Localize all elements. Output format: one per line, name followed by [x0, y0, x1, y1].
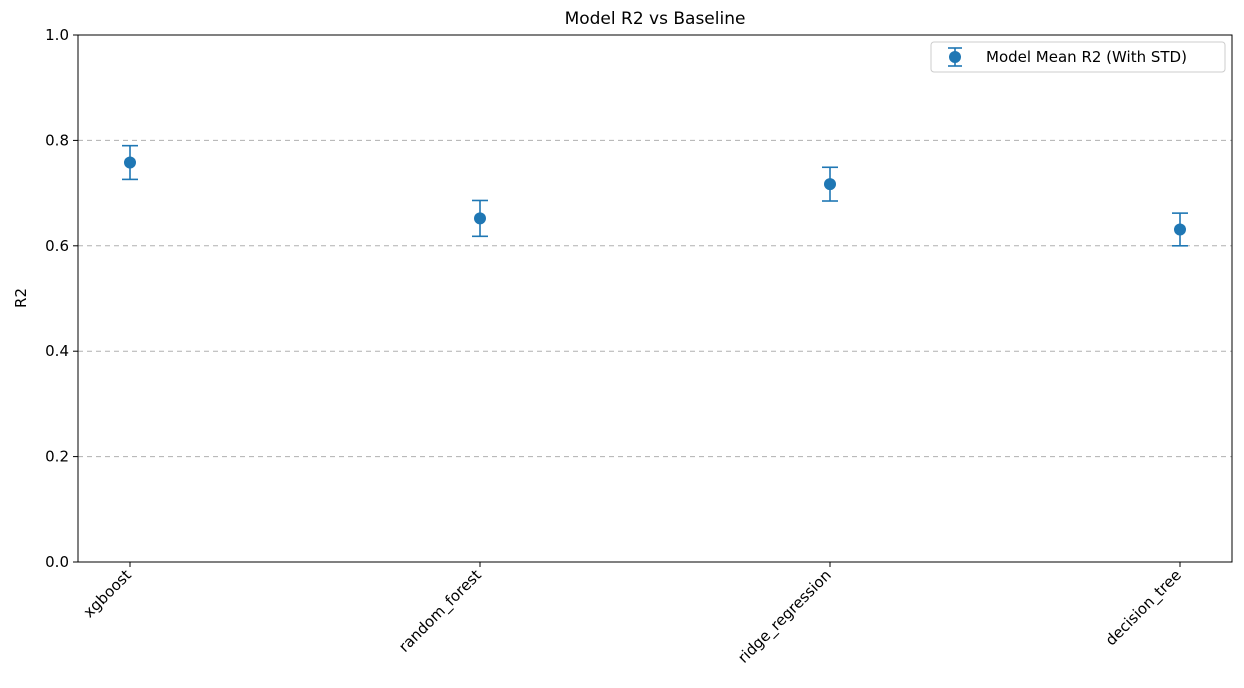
- legend-marker-icon: [949, 51, 961, 63]
- y-tick-label: 0.8: [45, 131, 69, 149]
- x-tick-label: ridge_regression: [734, 566, 835, 667]
- y-tick-label: 0.4: [45, 342, 69, 360]
- y-tick-label: 1.0: [45, 26, 69, 44]
- legend-box: [930, 41, 1226, 73]
- y-axis-ticks: 0.0 0.2 0.4 0.6 0.8 1.0: [45, 26, 78, 571]
- y-axis-label: R2: [12, 288, 30, 308]
- plot-frame: [77, 34, 1233, 563]
- legend-label: Model Mean R2 (With STD): [986, 48, 1187, 66]
- data-point: [1174, 223, 1186, 236]
- data-point: [124, 156, 136, 169]
- y-tick-label: 0.2: [45, 448, 69, 466]
- y-tick-label: 0.0: [45, 553, 69, 571]
- x-tick-label: xgboost: [80, 566, 135, 621]
- x-axis-ticks: xgboost random_forest ridge_regression deci…: [80, 562, 1186, 667]
- chart-title: Model R2 vs Baseline: [565, 9, 746, 29]
- x-tick-label: random_forest: [395, 566, 486, 657]
- grid-lines: [78, 139, 1232, 458]
- series-markers: [122, 144, 1188, 247]
- data-point: [474, 212, 486, 225]
- x-tick-label: decision_tree: [1102, 566, 1186, 650]
- legend: Model Mean R2 (With STD): [930, 41, 1226, 73]
- y-tick-label: 0.6: [45, 237, 69, 255]
- data-point: [824, 178, 836, 191]
